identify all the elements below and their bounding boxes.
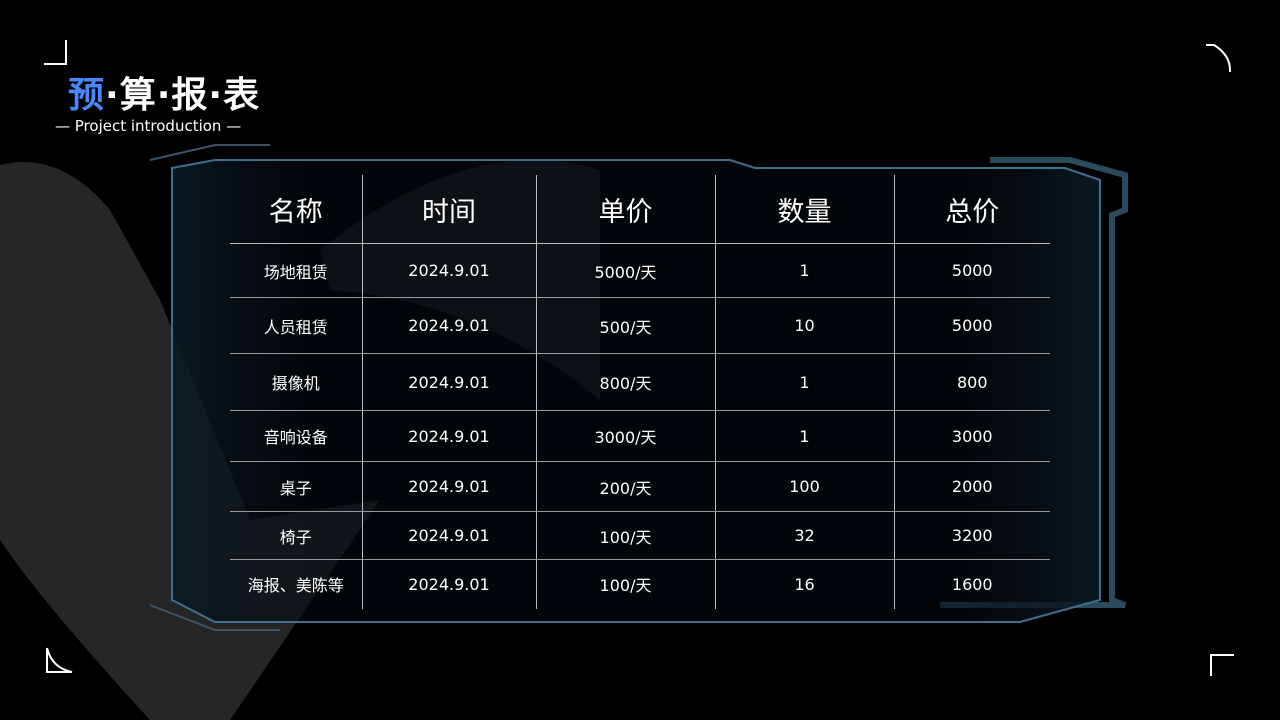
table-cell: 2000 xyxy=(893,461,1050,512)
table-cell: 3200 xyxy=(893,511,1050,560)
table-cell: 2024.9.01 xyxy=(361,243,536,298)
table-cell: 1600 xyxy=(893,559,1050,609)
table-cell: 2024.9.01 xyxy=(361,410,536,462)
table-cell: 100 xyxy=(714,461,894,512)
table-cell: 3000/天 xyxy=(535,410,715,462)
table-row: 桌子 2024.9.01 200/天 100 2000 xyxy=(230,461,1050,512)
table-cell: 800 xyxy=(893,353,1050,411)
table-cell: 1 xyxy=(714,243,894,298)
corner-bottom-left xyxy=(46,647,73,673)
table-cell: 椅子 xyxy=(230,511,362,560)
table-cell: 2024.9.01 xyxy=(361,353,536,411)
table-cell: 200/天 xyxy=(535,461,715,512)
corner-top-right xyxy=(1206,44,1231,72)
table-cell: 32 xyxy=(714,511,894,560)
table-cell: 1 xyxy=(714,410,894,462)
table-cell: 100/天 xyxy=(535,511,715,560)
table-row: 音响设备 2024.9.01 3000/天 1 3000 xyxy=(230,410,1050,462)
column-header: 名称 xyxy=(230,175,362,244)
table-cell: 5000/天 xyxy=(535,243,715,298)
table-cell: 音响设备 xyxy=(230,410,362,462)
column-header: 总价 xyxy=(893,175,1050,244)
page-title: 预·算·报·表 xyxy=(68,75,261,116)
column-header: 单价 xyxy=(535,175,715,244)
budget-table: 名称 时间 单价 数量 总价 场地租赁 2024.9.01 5000/天 1 5000 人… xyxy=(230,175,1050,609)
table-cell: 2024.9.01 xyxy=(361,297,536,354)
table-cell: 2024.9.01 xyxy=(361,461,536,512)
table-cell: 场地租赁 xyxy=(230,243,362,298)
table-cell: 2024.9.01 xyxy=(361,511,536,560)
column-header: 时间 xyxy=(361,175,536,244)
table-cell: 摄像机 xyxy=(230,353,362,411)
table-cell: 人员租赁 xyxy=(230,297,362,354)
table-cell: 500/天 xyxy=(535,297,715,354)
table-cell: 5000 xyxy=(893,297,1050,354)
table-cell: 海报、美陈等 xyxy=(247,576,344,596)
table-cell: 16 xyxy=(714,559,894,609)
corner-top-left xyxy=(44,40,67,65)
table-row: 摄像机 2024.9.01 800/天 1 800 xyxy=(230,353,1050,411)
table-cell: 3000 xyxy=(893,410,1050,462)
corner-bottom-right xyxy=(1210,654,1234,676)
table-row: 椅子 2024.9.01 100/天 32 3200 xyxy=(230,511,1050,560)
table-cell: 桌子 xyxy=(230,461,362,512)
column-header: 数量 xyxy=(714,175,894,244)
table-cell: 2024.9.01 xyxy=(361,559,536,609)
table-row: 人员租赁 2024.9.01 500/天 10 5000 xyxy=(230,297,1050,354)
table-cell: 10 xyxy=(714,297,894,354)
table-cell: 1 xyxy=(714,353,894,411)
table-row: 场地租赁 2024.9.01 5000/天 1 5000 xyxy=(230,243,1050,298)
table-cell: 5000 xyxy=(893,243,1050,298)
table-row: 海报、美陈等 2024.9.01 100/天 16 1600 xyxy=(230,559,1050,609)
table-frame-back xyxy=(940,157,1128,608)
table-cell: 800/天 xyxy=(535,353,715,411)
page-subtitle: — Project introduction — xyxy=(55,117,242,135)
table-cell: 100/天 xyxy=(535,559,715,609)
table-header-row: 名称 时间 单价 数量 总价 xyxy=(230,175,1050,244)
